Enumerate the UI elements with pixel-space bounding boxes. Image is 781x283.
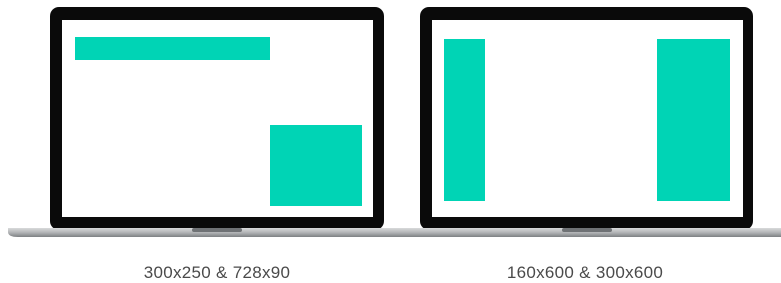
notch [192, 228, 242, 232]
ad-leaderboard [75, 37, 270, 60]
laptop-right [380, 7, 781, 237]
ad-half-page [657, 39, 730, 201]
illustration: 300x250 & 728x90 160x600 & 300x600 [0, 0, 781, 283]
caption: 300x250 & 728x90 [144, 263, 291, 282]
caption: 160x600 & 300x600 [507, 263, 663, 282]
laptop-left [8, 7, 400, 237]
notch [562, 228, 612, 232]
page: 300x250 & 728x90 160x600 & 300x600 (() =… [0, 0, 781, 283]
ad-skyscraper [444, 39, 485, 201]
ad-rectangle [270, 125, 362, 206]
